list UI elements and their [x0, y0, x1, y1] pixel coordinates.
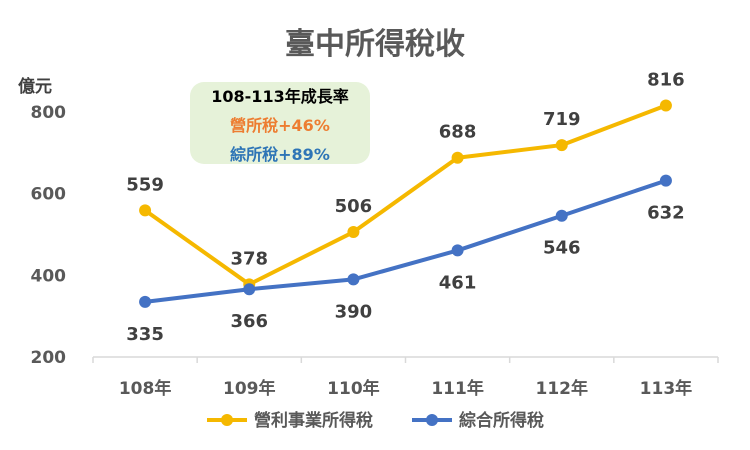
- data-label: 390: [335, 301, 373, 322]
- data-point: [243, 283, 256, 296]
- y-tick-label: 600: [31, 185, 67, 205]
- data-point: [659, 174, 672, 187]
- data-point: [659, 99, 672, 112]
- data-label: 335: [126, 324, 164, 345]
- annotation-title: 108-113年成長率: [211, 87, 348, 106]
- data-label: 559: [126, 174, 164, 195]
- data-label: 366: [230, 311, 268, 332]
- series-0: 559 378 506 688 719 816: [126, 69, 685, 291]
- x-tick-label: 112年: [536, 378, 589, 399]
- legend-item-individual: 綜合所得稅: [412, 410, 544, 431]
- legend-item-business: 營利事業所得稅: [207, 410, 373, 431]
- data-point: [347, 226, 360, 239]
- annotation-line-business: 營所稅+46%: [230, 116, 330, 135]
- series-1: 335 366 390 461 546 632: [126, 174, 685, 345]
- legend-marker-business: [221, 414, 233, 426]
- y-axis-ticks: 200 400 600 800: [31, 103, 67, 368]
- x-tick-label: 109年: [223, 378, 276, 399]
- series-layer: 559 378 506 688 719 816 335 366 390 461 546 632: [126, 69, 684, 344]
- data-label: 546: [543, 238, 581, 259]
- data-label: 506: [335, 196, 373, 217]
- y-tick-label: 400: [31, 266, 67, 286]
- data-label: 461: [439, 272, 477, 293]
- annotation-line-individual: 綜所稅+89%: [230, 145, 330, 164]
- series-line: [143, 103, 667, 287]
- x-tick-label: 108年: [119, 378, 172, 399]
- legend-label-individual: 綜合所得稅: [459, 410, 544, 431]
- y-tick-label: 800: [31, 103, 67, 123]
- data-label: 688: [439, 122, 477, 143]
- data-point: [139, 295, 152, 308]
- data-point: [347, 273, 360, 286]
- series-line: [144, 178, 667, 304]
- legend-marker-individual: [426, 414, 438, 426]
- annotation-background: [190, 82, 370, 164]
- y-axis-unit: 億元: [18, 76, 52, 97]
- data-point: [139, 204, 152, 217]
- data-point: [555, 139, 568, 152]
- legend-label-business: 營利事業所得稅: [254, 410, 373, 431]
- data-point: [451, 151, 464, 164]
- data-point: [451, 244, 464, 257]
- data-label: 632: [647, 203, 685, 224]
- x-tick-label: 110年: [327, 378, 380, 399]
- growth-annotation-box: 108-113年成長率 營所稅+46% 綜所稅+89%: [190, 82, 370, 164]
- data-label: 378: [230, 248, 268, 269]
- x-tick-label: 113年: [640, 378, 693, 399]
- x-tick-label: 111年: [431, 378, 484, 399]
- chart-title: 臺中所得稅收: [285, 27, 465, 62]
- data-label: 719: [543, 109, 581, 130]
- data-point: [555, 209, 568, 222]
- legend: 營利事業所得稅 綜合所得稅: [207, 410, 544, 431]
- x-axis: 108年 109年 110年 111年 112年 113年: [92, 356, 719, 399]
- data-label: 816: [647, 69, 685, 90]
- y-tick-label: 200: [31, 348, 67, 368]
